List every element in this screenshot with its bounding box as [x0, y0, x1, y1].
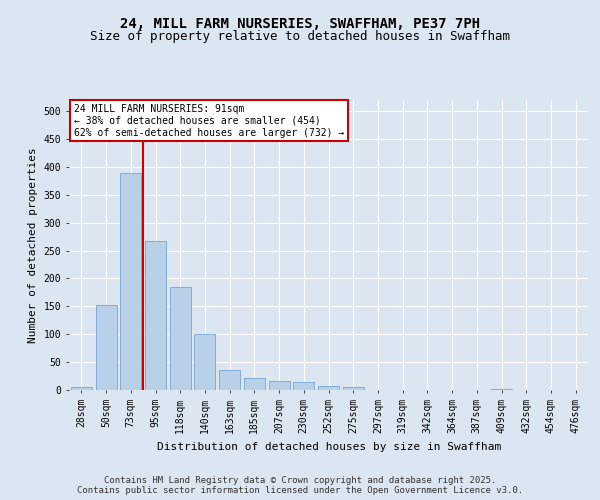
Bar	[318, 386, 339, 390]
Bar	[120, 172, 141, 390]
Y-axis label: Number of detached properties: Number of detached properties	[28, 147, 38, 343]
Text: Distribution of detached houses by size in Swaffham: Distribution of detached houses by size …	[157, 442, 501, 452]
Text: Contains HM Land Registry data © Crown copyright and database right 2025.
Contai: Contains HM Land Registry data © Crown c…	[77, 476, 523, 495]
Text: 24 MILL FARM NURSERIES: 91sqm
← 38% of detached houses are smaller (454)
62% of : 24 MILL FARM NURSERIES: 91sqm ← 38% of d…	[74, 104, 344, 138]
Bar	[219, 370, 240, 390]
Bar	[244, 378, 265, 390]
Bar	[145, 241, 166, 390]
Bar	[95, 305, 116, 390]
Bar	[170, 287, 191, 390]
Bar	[269, 380, 290, 390]
Bar	[194, 334, 215, 390]
Text: Size of property relative to detached houses in Swaffham: Size of property relative to detached ho…	[90, 30, 510, 43]
Bar	[293, 382, 314, 390]
Bar	[343, 387, 364, 390]
Text: 24, MILL FARM NURSERIES, SWAFFHAM, PE37 7PH: 24, MILL FARM NURSERIES, SWAFFHAM, PE37 …	[120, 18, 480, 32]
Bar	[71, 387, 92, 390]
